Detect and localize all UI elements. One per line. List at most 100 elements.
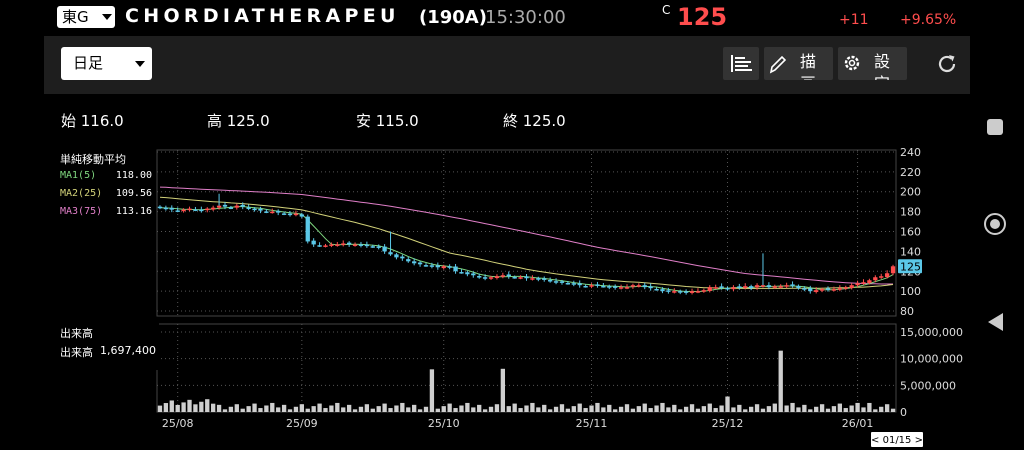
date-label: 25/08	[162, 417, 194, 430]
settings-button[interactable]: 設定	[838, 47, 907, 80]
volume-bar	[577, 403, 582, 412]
volume-bar	[429, 369, 435, 412]
volume-bar	[553, 406, 559, 412]
candle	[364, 244, 370, 247]
candle	[808, 288, 813, 292]
volume-bar	[683, 406, 689, 412]
volume-bar	[228, 406, 234, 412]
candle	[311, 240, 316, 245]
candle	[879, 276, 884, 278]
period-select[interactable]: 日足	[61, 47, 152, 80]
close-marker: C	[662, 3, 671, 17]
volume-bar	[701, 406, 707, 412]
candle	[855, 283, 860, 286]
volume-bar	[630, 408, 636, 412]
candle	[157, 206, 163, 209]
candle	[216, 205, 222, 208]
candle	[276, 210, 281, 213]
volume-bar	[352, 409, 358, 412]
volume-bar	[666, 407, 671, 412]
candle	[199, 209, 204, 212]
candle	[417, 262, 423, 265]
candle	[725, 287, 730, 290]
price-change: +11	[839, 12, 869, 28]
candle	[506, 274, 511, 277]
candle	[790, 284, 795, 286]
candle	[861, 282, 866, 284]
volume-bar	[613, 409, 618, 412]
volume-bar	[601, 407, 606, 412]
date-label: 25/09	[286, 417, 318, 430]
candle	[293, 213, 299, 216]
volume-bar	[819, 404, 825, 412]
candle	[547, 280, 553, 282]
candle	[530, 278, 535, 280]
candle	[683, 291, 689, 293]
volume-bar	[388, 408, 393, 412]
volume-bar	[488, 406, 494, 412]
ma3-value: 113.16	[115, 206, 152, 217]
candle	[488, 277, 494, 279]
price-tick-label: 180	[900, 206, 921, 219]
candle	[299, 214, 304, 217]
candle	[246, 207, 251, 209]
candle	[589, 285, 594, 287]
date-label: 26/01	[842, 417, 874, 430]
volume-bar	[796, 407, 801, 412]
volume-bar	[329, 405, 334, 412]
refresh-icon[interactable]	[935, 52, 959, 76]
volume-bar	[642, 403, 647, 412]
volume-bar	[583, 408, 588, 412]
candle	[512, 277, 517, 279]
volume-bar	[524, 405, 529, 412]
candle	[825, 288, 831, 290]
indicator-list-button[interactable]	[723, 47, 759, 80]
candle	[358, 244, 364, 246]
candle	[571, 283, 576, 285]
volume-bar	[435, 408, 440, 412]
candle	[335, 244, 340, 246]
volume-bar	[595, 402, 600, 412]
volume-bar	[890, 408, 896, 412]
volume-bar	[281, 404, 287, 412]
volume-bar	[205, 399, 210, 412]
candle	[719, 286, 724, 288]
candle	[264, 211, 269, 213]
candle	[205, 208, 210, 211]
pencil-icon	[769, 55, 787, 74]
candle	[471, 273, 476, 276]
candle	[624, 287, 630, 289]
back-icon[interactable]	[988, 313, 1003, 331]
candle	[370, 246, 375, 248]
price-chart-svg[interactable]: 2402202001801601401201008015,000,00010,0…	[44, 146, 970, 450]
volume-bar	[565, 408, 571, 412]
candle	[441, 266, 446, 269]
candle	[175, 210, 180, 212]
volume-bar	[169, 400, 174, 412]
candle	[565, 282, 571, 285]
candle	[672, 291, 677, 293]
home-icon[interactable]	[984, 213, 1006, 235]
candle	[270, 211, 275, 214]
candle	[423, 265, 429, 267]
stock-code: (190A)	[419, 7, 487, 28]
volume-bar	[163, 403, 169, 412]
volume-bar	[790, 402, 795, 412]
volume-bar	[530, 402, 535, 412]
draw-button[interactable]: 描画	[764, 47, 833, 80]
candle	[749, 286, 754, 289]
volume-bar	[323, 408, 328, 412]
candle	[477, 276, 482, 278]
volume-bar	[624, 404, 630, 412]
volume-bar	[695, 408, 701, 412]
volume-bar	[305, 408, 310, 412]
candle	[163, 207, 169, 210]
volume-bar	[559, 404, 565, 412]
recents-icon[interactable]	[987, 119, 1003, 135]
market-select[interactable]: 東G	[57, 6, 115, 28]
chart-area[interactable]: 2402202001801601401201008015,000,00010,0…	[44, 146, 970, 450]
volume-bar	[246, 406, 251, 412]
volume-bar	[423, 406, 429, 412]
candle	[228, 207, 234, 209]
volume-bar	[879, 406, 884, 412]
